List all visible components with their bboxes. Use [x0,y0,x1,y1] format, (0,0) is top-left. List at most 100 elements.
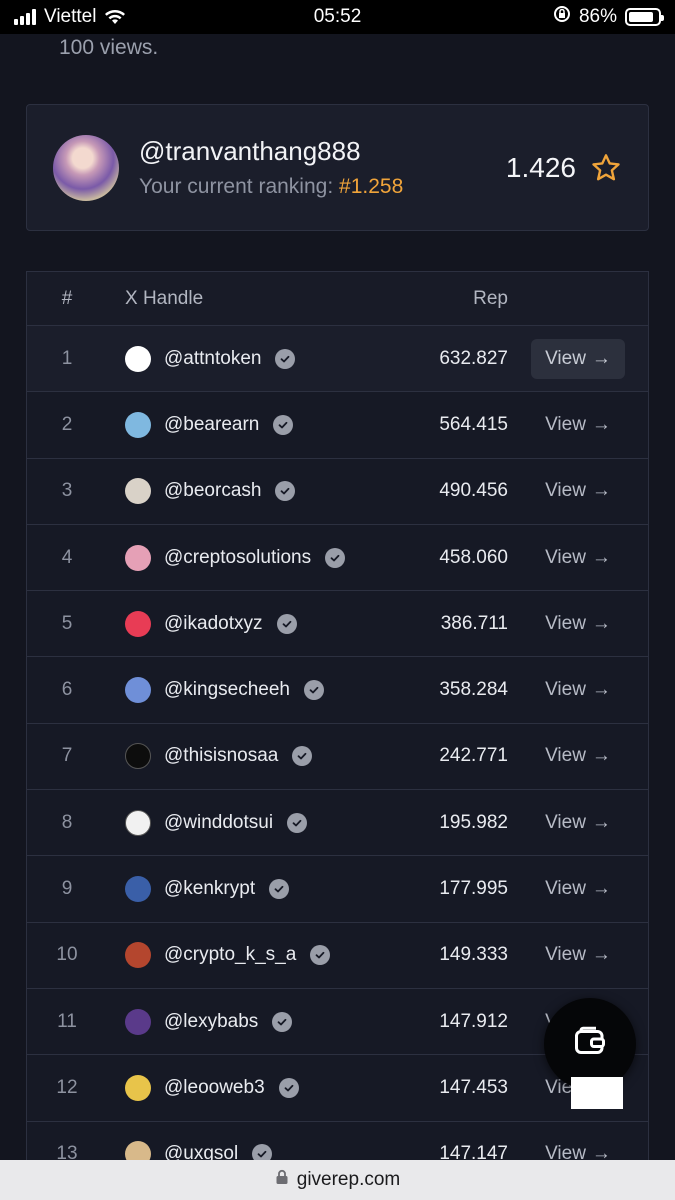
row-handle-cell: @ikadotxyz [107,610,358,637]
row-rep: 149.333 [439,944,508,966]
views-text: 100 views. [59,36,159,59]
battery-icon [625,8,664,26]
url-bar[interactable]: giverep.com [0,1160,675,1200]
leaderboard-table: # X Handle Rep 1 @attntoken 632.827 View → 2 @… [26,271,649,1171]
arrow-right-icon: → [591,679,611,701]
verified-check-icon [278,1077,299,1098]
row-handle[interactable]: @crypto_k_s_a [164,944,297,966]
arrow-right-icon: → [591,745,611,767]
row-rep: 490.456 [439,480,508,502]
table-row: 10 @crypto_k_s_a 149.333 View → [27,923,648,989]
url-domain: giverep.com [296,1169,401,1190]
ranking-value: #1.258 [339,175,404,198]
row-rep: 358.284 [439,679,508,701]
user-avatar[interactable] [125,1074,151,1101]
row-handle[interactable]: @creptosolutions [164,546,312,568]
row-handle[interactable]: @thisisnosaa [164,745,279,767]
carrier-name: Viettel [44,6,97,27]
row-handle[interactable]: @bearearn [164,413,260,435]
view-button[interactable]: View→ [531,736,625,776]
row-rank: 1 [61,347,73,369]
row-handle[interactable]: @attntoken [164,347,262,369]
user-avatar[interactable] [125,478,151,505]
ranking-label: Your current ranking: [139,175,334,198]
user-avatar[interactable] [125,411,151,438]
view-button[interactable]: View→ [531,803,625,843]
row-handle[interactable]: @leooweb3 [164,1076,265,1098]
row-handle-cell: @bearearn [107,411,358,438]
user-avatar[interactable] [125,544,151,571]
row-rep: 147.912 [439,1010,508,1032]
arrow-right-icon: → [591,811,611,833]
user-avatar[interactable] [125,610,151,637]
view-button[interactable]: View→ [531,471,625,511]
profile-score: 1.426 [505,151,576,183]
row-handle-cell: @kingsecheeh [107,677,358,704]
row-rank: 11 [57,1010,77,1032]
view-label: View [545,878,586,900]
row-handle[interactable]: @kingsecheeh [164,679,290,701]
arrow-right-icon: → [591,878,611,900]
verified-check-icon [325,547,346,568]
row-rep: 564.415 [439,413,508,435]
view-button[interactable]: View→ [531,604,625,644]
row-rep: 177.995 [439,878,508,900]
verified-check-icon [276,613,297,634]
row-rank: 9 [61,878,73,900]
row-handle-cell: @kenkrypt [107,876,358,903]
verified-check-icon [303,680,324,701]
view-button[interactable]: View→ [531,405,625,445]
row-handle-cell: @winddotsui [107,809,358,836]
user-avatar[interactable] [125,345,151,372]
row-handle[interactable]: @ikadotxyz [164,612,263,634]
row-rep: 195.982 [439,811,508,833]
row-handle-cell: @attntoken [107,345,358,372]
user-avatar[interactable] [125,809,151,836]
user-avatar[interactable] [125,942,151,969]
row-rank: 13 [56,1143,78,1165]
wallet-button[interactable] [544,998,636,1090]
row-handle[interactable]: @uxgsol [164,1143,239,1165]
verified-check-icon [269,879,290,900]
verified-check-icon [252,1144,273,1165]
table-row: 2 @bearearn 564.415 View → [27,392,648,459]
user-avatar[interactable] [125,876,151,903]
view-label: View [545,413,586,435]
view-button[interactable]: View→ [531,935,625,975]
row-handle[interactable]: @kenkrypt [164,878,256,900]
row-rep: 147.147 [439,1143,508,1165]
view-button[interactable]: View→ [531,869,625,909]
table-row: 4 @creptosolutions 458.060 View → [27,525,648,592]
table-header: # X Handle Rep [27,272,648,326]
row-handle[interactable]: @beorcash [164,480,262,502]
header-handle: X Handle [125,287,204,309]
table-row: 5 @ikadotxyz 386.711 View → [27,591,648,658]
view-button[interactable]: View→ [531,670,625,710]
view-button[interactable]: View→ [531,538,625,578]
header-num: # [61,287,73,309]
row-handle[interactable]: @lexybabs [164,1010,259,1032]
verified-check-icon [272,1011,293,1032]
row-handle-cell: @crypto_k_s_a [107,942,358,969]
row-handle-cell: @thisisnosaa [107,743,358,770]
row-rep: 147.453 [439,1076,508,1098]
user-avatar[interactable] [125,1008,151,1035]
table-row: 7 @thisisnosaa 242.771 View → [27,724,648,791]
user-avatar[interactable] [125,677,151,704]
view-label: View [545,347,586,369]
profile-avatar[interactable] [53,134,119,201]
view-button[interactable]: View→ [531,338,625,379]
view-label: View [545,1143,586,1165]
header-rep: Rep [473,287,508,309]
row-handle-cell: @leooweb3 [107,1074,358,1101]
user-avatar[interactable] [125,743,151,770]
row-rank: 12 [56,1076,78,1098]
arrow-right-icon: → [591,546,611,568]
row-handle-cell: @lexybabs [107,1008,358,1035]
view-button[interactable]: View→ [531,1134,625,1171]
row-handle[interactable]: @winddotsui [164,811,274,833]
wifi-icon [104,9,126,25]
arrow-right-icon: → [591,347,611,369]
table-row: 13 @uxgsol 147.147 View → [27,1122,648,1171]
profile-card: @tranvanthang888 Your current ranking: #… [26,104,649,231]
